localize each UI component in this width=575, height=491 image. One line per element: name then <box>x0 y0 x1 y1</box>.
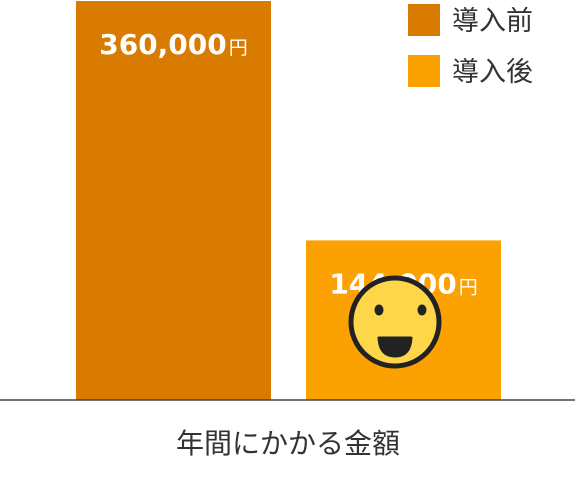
legend-swatch-before <box>408 4 440 36</box>
legend-label-after: 導入後 <box>452 57 533 88</box>
smiley-mouth <box>377 336 413 358</box>
legend-label-before: 導入前 <box>452 6 533 37</box>
legend-swatch-after <box>408 55 440 87</box>
x-axis-label: 年間にかかる金額 <box>176 427 400 460</box>
smiley-face-circle <box>348 275 442 369</box>
smiley-right-eye <box>417 304 427 316</box>
smiley-face-icon <box>348 275 442 369</box>
smiley-left-eye <box>374 304 384 316</box>
legend: 導入前 導入後 <box>408 4 533 88</box>
bar-before <box>76 1 271 400</box>
data-label-before: 360,000 円 <box>99 28 248 61</box>
